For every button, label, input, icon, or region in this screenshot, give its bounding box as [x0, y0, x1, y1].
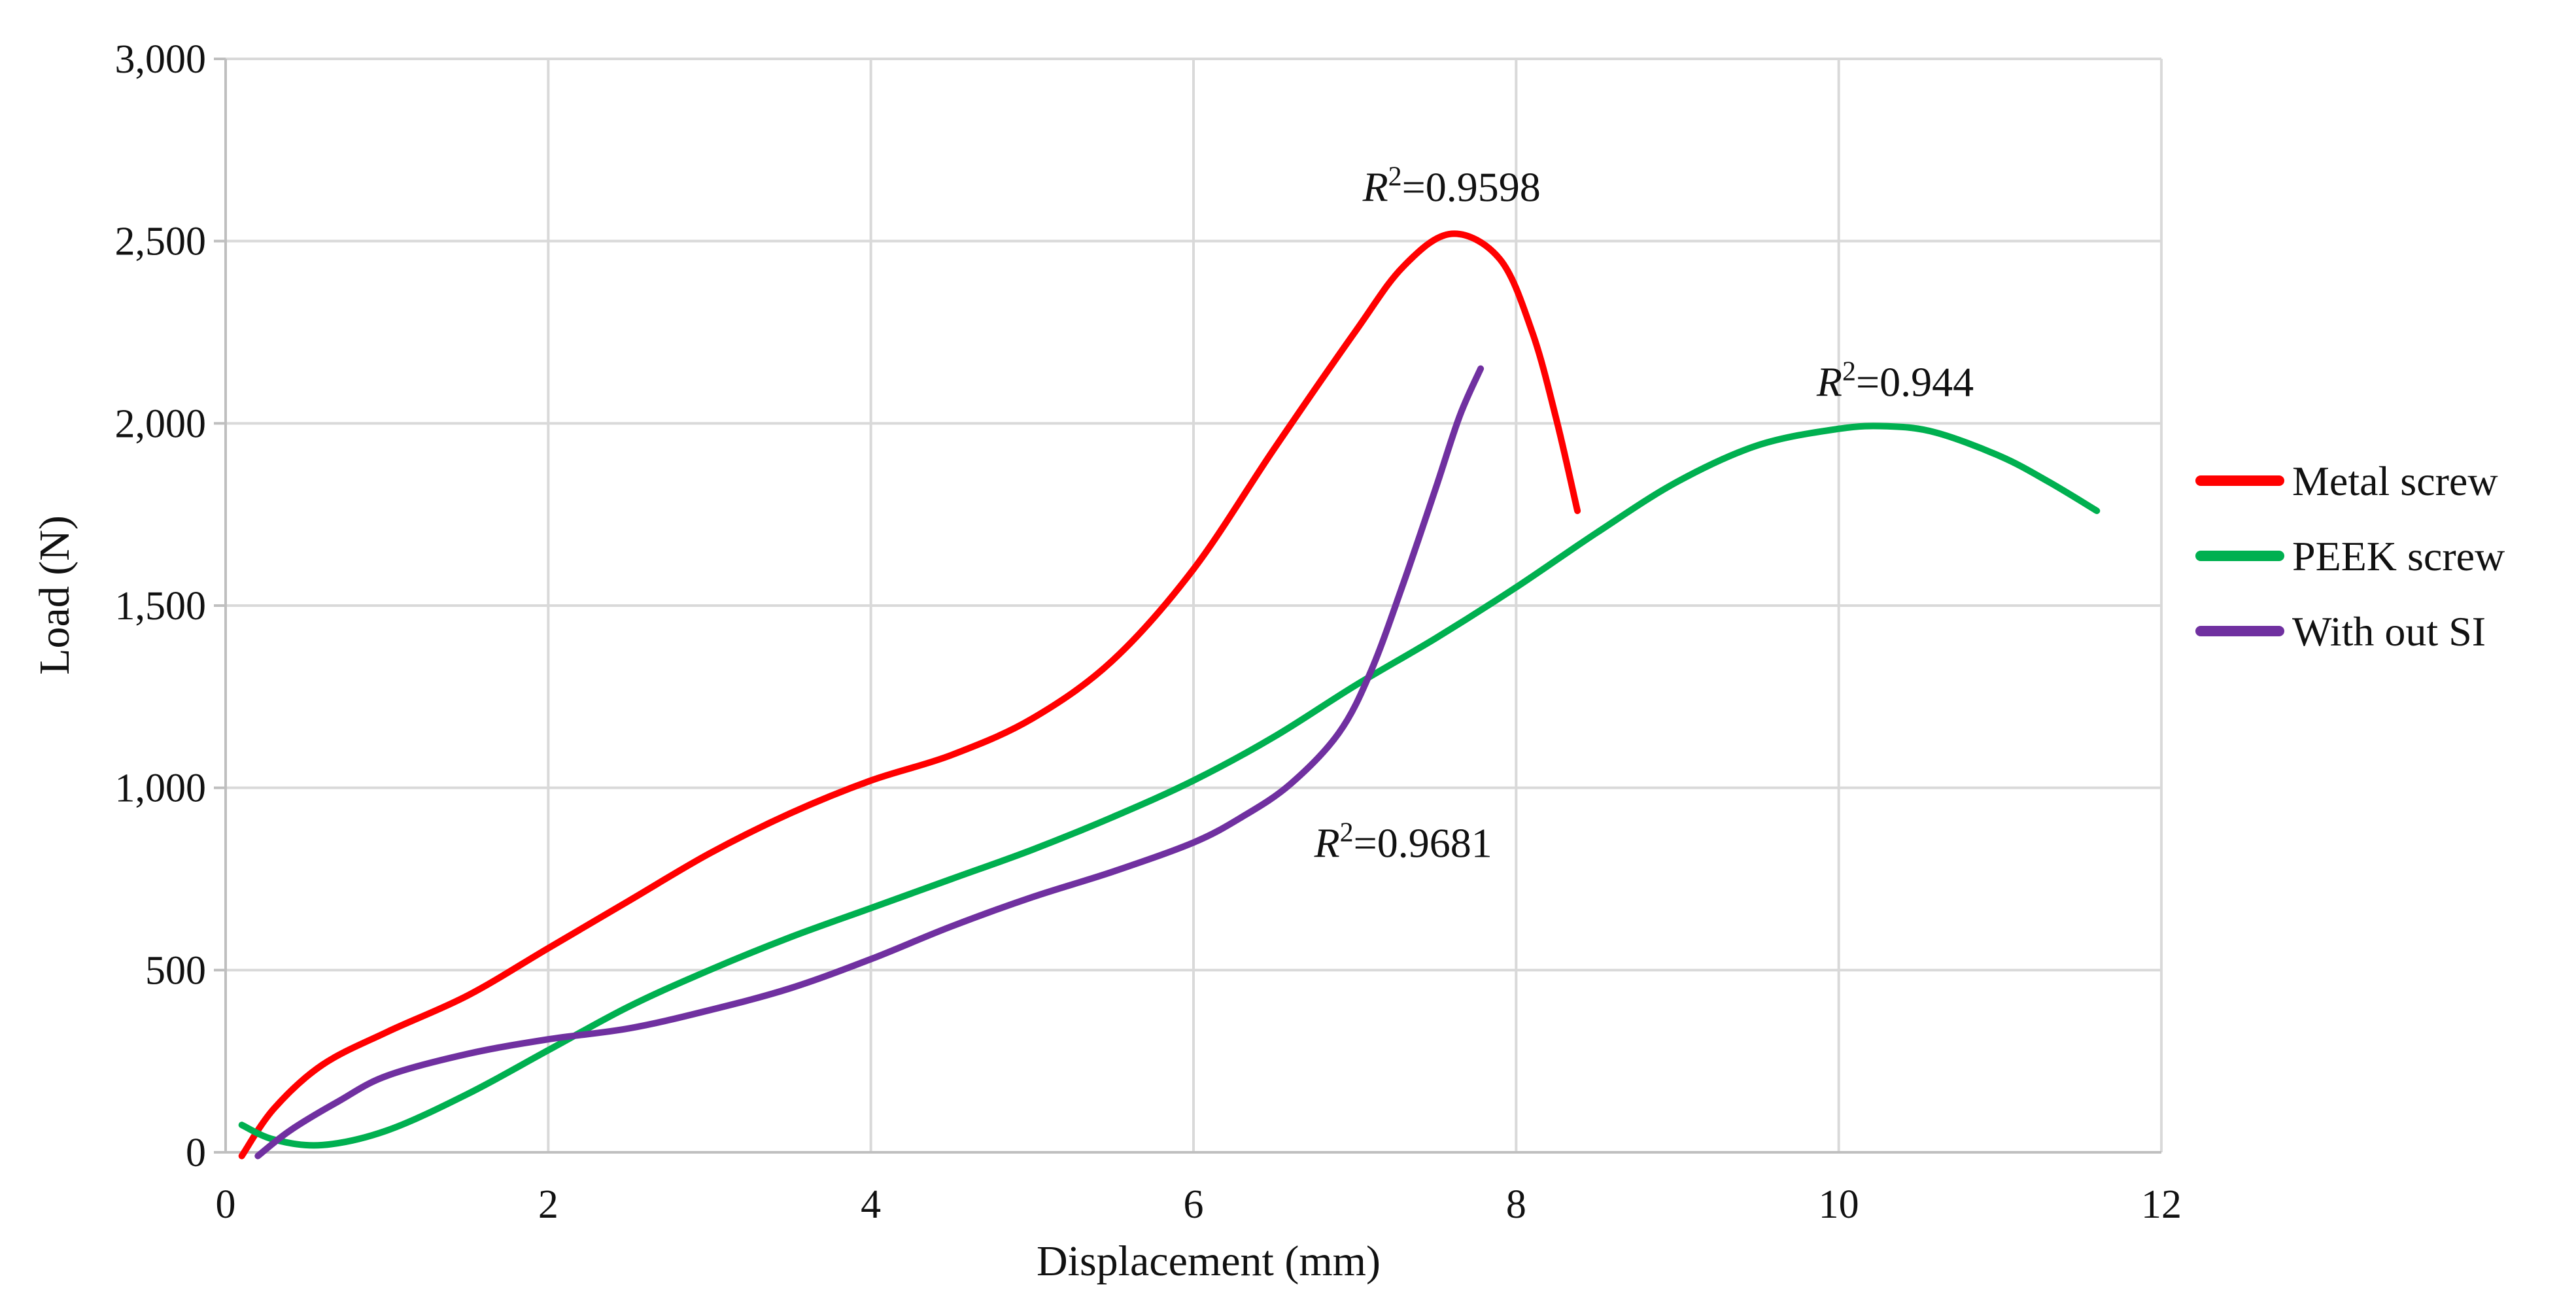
legend-label: PEEK screw: [2292, 533, 2505, 579]
y-axis-title: Load (N): [31, 515, 78, 675]
grid-lines: [226, 58, 2163, 1152]
series-line-with-out-si: [254, 365, 1485, 1160]
r2-annotations: R2=0.9598 R2=0.944 R2=0.9681: [1314, 162, 1974, 866]
y-tick-label: 3,000: [115, 37, 207, 82]
r2-annotation: R2=0.944: [1816, 357, 1974, 405]
y-tick-label: 1,500: [115, 584, 207, 628]
y-tick-label: 0: [186, 1131, 206, 1175]
y-tick-labels: 0 500 1,000 1,500 2,000 2,500 3,000: [115, 37, 207, 1175]
y-tick-label: 2,500: [115, 220, 207, 264]
legend-item-peek-screw[interactable]: PEEK screw: [2195, 533, 2505, 579]
y-tick-label: 2,000: [115, 402, 207, 446]
x-tick-label: 10: [1819, 1182, 1859, 1227]
axes: [214, 58, 2161, 1154]
y-tick-label: 500: [145, 948, 206, 993]
series-line-metal-screw: [238, 230, 1581, 1160]
legend[interactable]: Metal screw PEEK screw With out SI: [2195, 458, 2505, 655]
legend-item-metal-screw[interactable]: Metal screw: [2195, 458, 2498, 504]
series-line-peek-screw: [238, 422, 2101, 1149]
x-axis-title: Displacement (mm): [1037, 1237, 1381, 1285]
r2-annotation: R2=0.9598: [1362, 162, 1541, 210]
x-tick-label: 0: [216, 1182, 236, 1227]
legend-label: With out SI: [2292, 608, 2486, 655]
x-tick-label: 6: [1184, 1182, 1204, 1227]
x-tick-labels: 0 2 4 6 8 10 12: [216, 1182, 2182, 1227]
x-tick-label: 4: [861, 1182, 881, 1227]
r2-annotation: R2=0.9681: [1314, 818, 1492, 867]
series-lines: [238, 230, 2101, 1160]
x-tick-label: 2: [538, 1182, 558, 1227]
x-tick-label: 8: [1506, 1182, 1526, 1227]
y-tick-label: 1,000: [115, 766, 207, 811]
legend-item-with-out-si[interactable]: With out SI: [2195, 608, 2486, 655]
legend-label: Metal screw: [2292, 458, 2498, 504]
x-tick-label: 12: [2141, 1182, 2182, 1227]
